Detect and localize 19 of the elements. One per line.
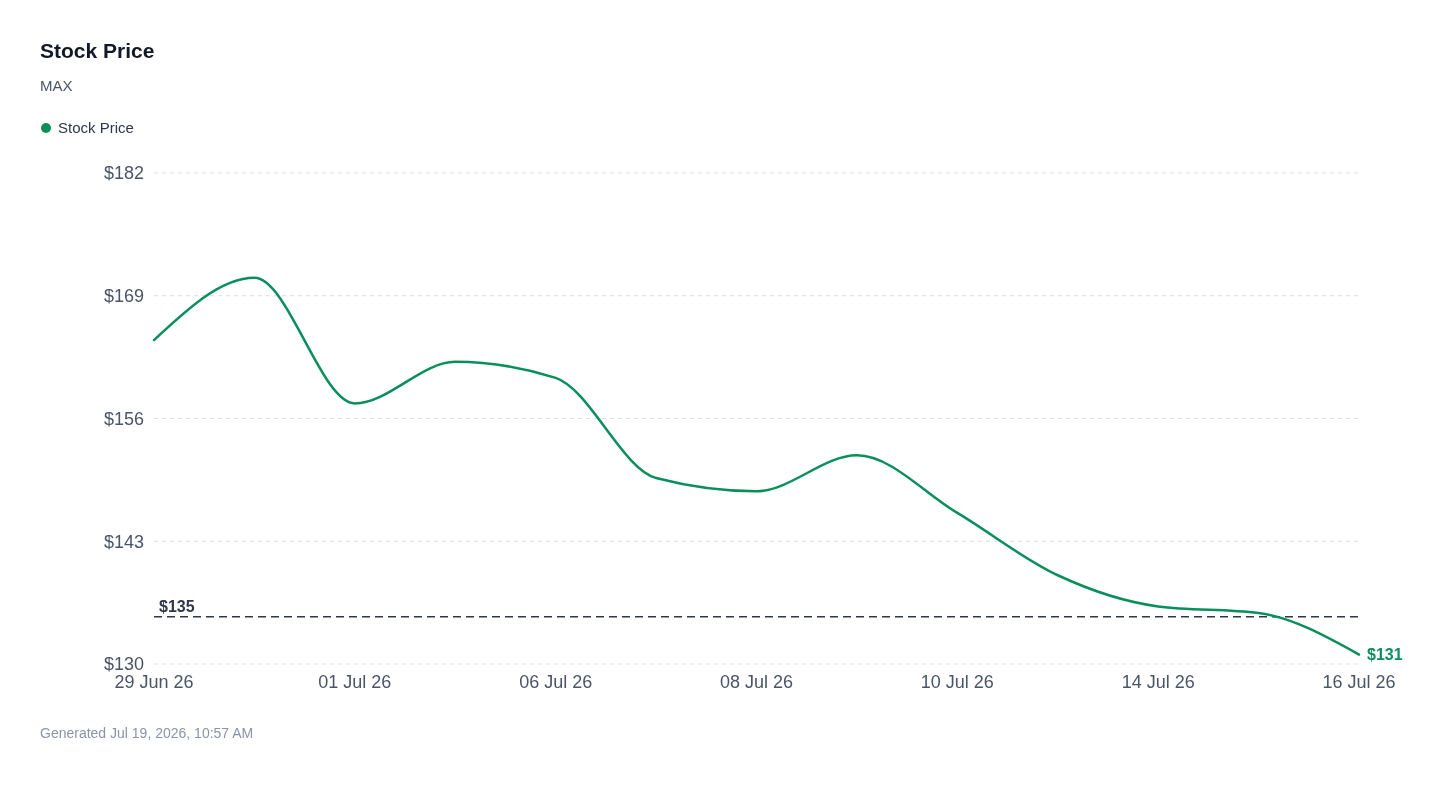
text: Generated Jul 19, 2026, 10:57 AM (40, 725, 254, 741)
x-tick-label: 01 Jul 26 (318, 672, 392, 692)
x-tick-label: 16 Jul 26 (1322, 672, 1396, 692)
x-tick-label: 29 Jun 26 (114, 672, 194, 692)
annotation: $131 (1367, 646, 1403, 664)
y-tick-label: $130 (103, 654, 144, 675)
x-tick-label: 08 Jul 26 (719, 672, 794, 692)
x-tick-label: 14 Jul 26 (1121, 672, 1195, 692)
line-series (152, 276, 1361, 656)
ref-line-label: $135 (159, 597, 195, 615)
x-tick-label: 10 Jul 26 (920, 672, 994, 692)
y-tick-label: $169 (103, 286, 144, 307)
y-tick-label: $156 (103, 408, 144, 429)
legend-label: Stock Price (58, 119, 134, 136)
chart-subtitle: MAX (40, 77, 73, 94)
x-tick-label: 06 Jul 26 (519, 672, 593, 692)
y-tick-label: $143 (103, 531, 144, 552)
y-tick-label: $182 (103, 163, 144, 184)
chart-title: Stock Price (40, 39, 155, 62)
